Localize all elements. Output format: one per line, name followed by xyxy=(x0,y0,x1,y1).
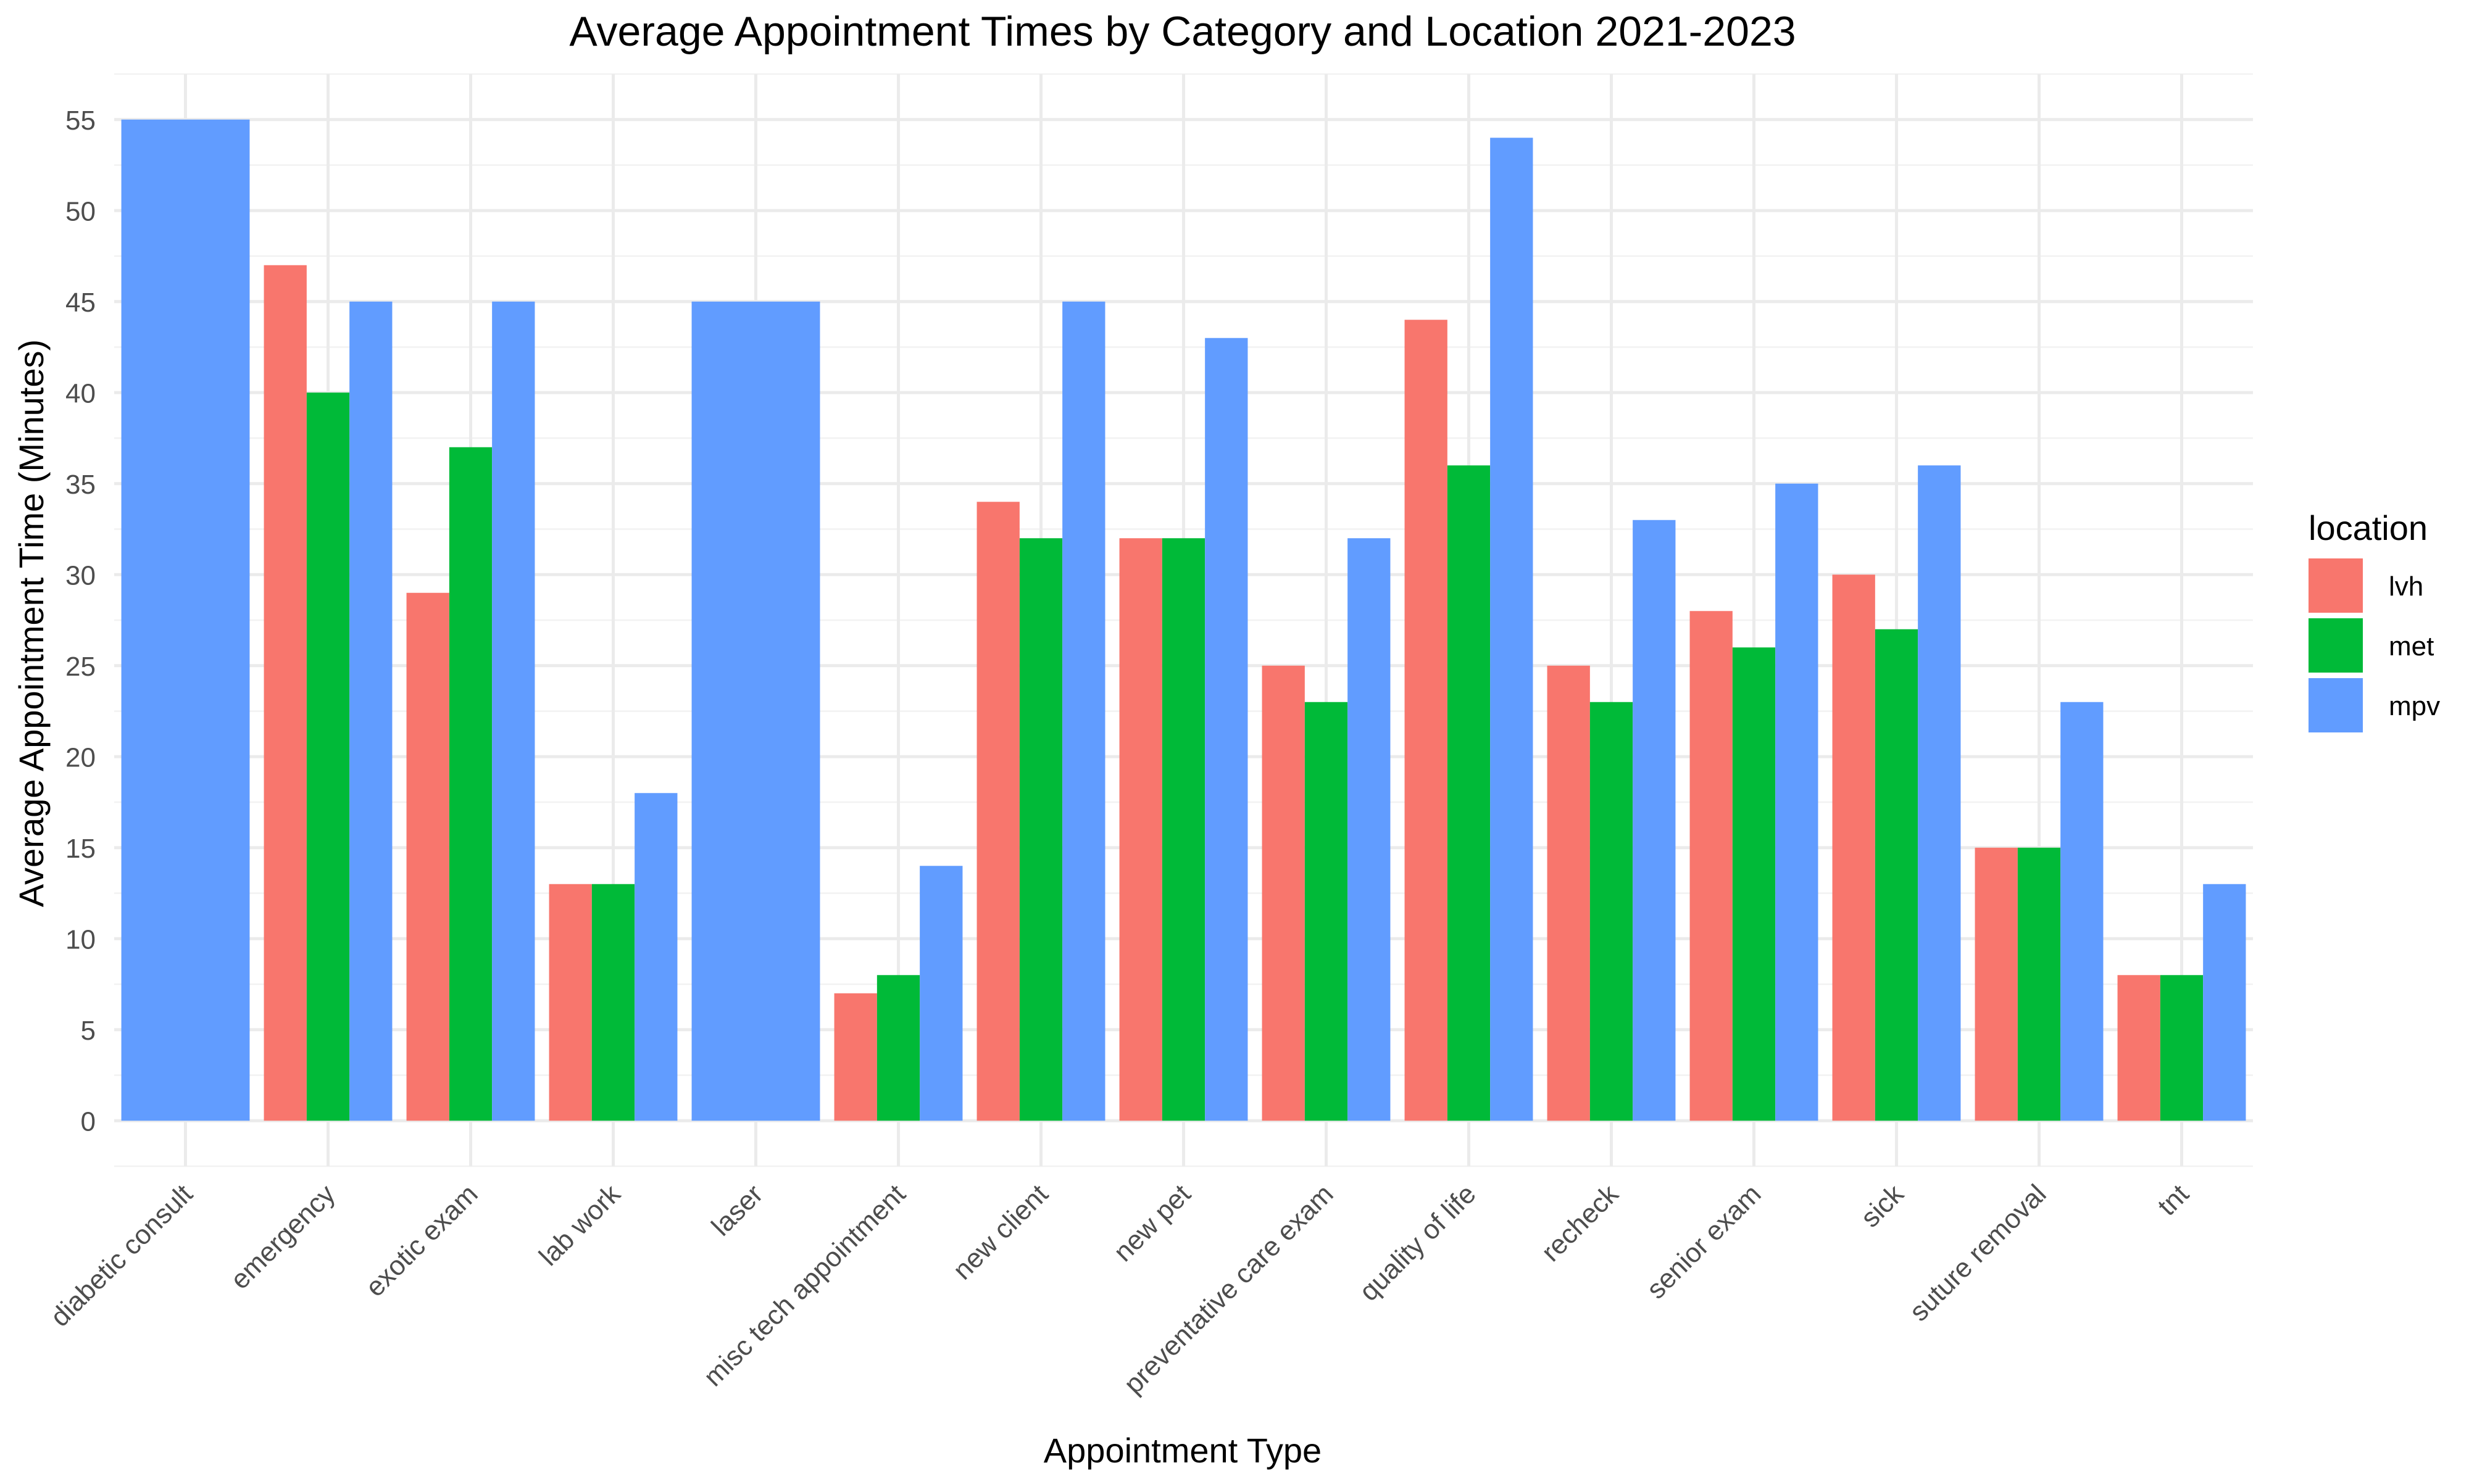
bar-mpv-laser xyxy=(691,301,820,1121)
bar-lvh-preventative-care-exam xyxy=(1262,665,1305,1121)
bar-mpv-preventative-care-exam xyxy=(1347,538,1391,1121)
bar-lvh-sick xyxy=(1832,574,1875,1121)
bar-lvh-suture-removal xyxy=(1975,847,2018,1121)
x-axis-title: Appointment Type xyxy=(1044,1431,1322,1470)
bar-mpv-exotic-exam xyxy=(492,301,535,1121)
bar-met-emergency xyxy=(306,392,350,1121)
bar-mpv-diabetic-consult xyxy=(121,119,250,1121)
bar-mpv-sick xyxy=(1918,465,1961,1121)
bar-met-misc-tech-appointment xyxy=(876,975,920,1121)
legend-swatch-mpv xyxy=(2309,678,2363,732)
bar-met-sick xyxy=(1875,629,1918,1121)
y-tick-label: 20 xyxy=(65,742,96,773)
bar-mpv-emergency xyxy=(349,301,393,1121)
bar-met-lab-work xyxy=(591,884,635,1121)
legend-swatch-lvh xyxy=(2309,558,2363,613)
legend-label-met: met xyxy=(2389,631,2434,661)
bar-met-recheck xyxy=(1589,702,1633,1121)
bar-lvh-tnt xyxy=(2117,975,2160,1121)
bar-met-senior-exam xyxy=(1732,647,1776,1121)
bar-met-preventative-care-exam xyxy=(1304,702,1348,1121)
y-tick-label: 5 xyxy=(81,1016,96,1046)
bar-lvh-exotic-exam xyxy=(406,592,449,1121)
bar-lvh-new-client xyxy=(976,502,1020,1121)
legend-label-lvh: lvh xyxy=(2389,571,2423,602)
y-tick-label: 40 xyxy=(65,378,96,408)
chart-title: Average Appointment Times by Category an… xyxy=(569,8,1796,55)
bars-group xyxy=(121,119,2246,1121)
bar-lvh-recheck xyxy=(1547,665,1590,1121)
y-axis-title: Average Appointment Time (Minutes) xyxy=(12,339,51,907)
bar-mpv-lab-work xyxy=(635,793,678,1121)
y-tick-label: 55 xyxy=(65,106,96,136)
bar-mpv-new-pet xyxy=(1205,338,1248,1121)
legend-swatch-met xyxy=(2309,618,2363,673)
bar-mpv-new-client xyxy=(1062,301,1105,1121)
y-tick-label: 25 xyxy=(65,652,96,682)
legend-title: location xyxy=(2309,508,2428,547)
bar-met-quality-of-life xyxy=(1447,465,1491,1121)
bar-lvh-quality-of-life xyxy=(1404,320,1447,1121)
bar-met-new-client xyxy=(1019,538,1063,1121)
bar-lvh-senior-exam xyxy=(1689,611,1733,1121)
bar-mpv-suture-removal xyxy=(2060,702,2104,1121)
bar-mpv-tnt xyxy=(2203,884,2246,1121)
bar-lvh-emergency xyxy=(264,265,307,1121)
y-tick-label: 35 xyxy=(65,470,96,500)
y-tick-label: 50 xyxy=(65,196,96,226)
bar-mpv-misc-tech-appointment xyxy=(920,866,963,1121)
legend: location lvh met mpv xyxy=(2309,508,2440,732)
bar-lvh-new-pet xyxy=(1119,538,1162,1121)
y-tick-label: 0 xyxy=(81,1106,96,1137)
bar-met-tnt xyxy=(2160,975,2204,1121)
bar-lvh-lab-work xyxy=(549,884,592,1121)
bar-met-suture-removal xyxy=(2017,847,2061,1121)
bar-mpv-senior-exam xyxy=(1775,483,1818,1121)
bar-mpv-recheck xyxy=(1633,520,1676,1121)
bar-mpv-quality-of-life xyxy=(1490,138,1533,1121)
y-tick-label: 30 xyxy=(65,560,96,591)
bar-met-exotic-exam xyxy=(449,447,493,1121)
y-tick-label: 15 xyxy=(65,834,96,864)
y-axis-tick-labels: 0 5 10 15 20 25 30 35 40 45 50 55 xyxy=(65,106,96,1137)
y-tick-label: 10 xyxy=(65,924,96,955)
legend-label-mpv: mpv xyxy=(2389,691,2440,721)
bar-lvh-misc-tech-appointment xyxy=(834,993,877,1121)
y-tick-label: 45 xyxy=(65,288,96,318)
bar-met-new-pet xyxy=(1162,538,1205,1121)
